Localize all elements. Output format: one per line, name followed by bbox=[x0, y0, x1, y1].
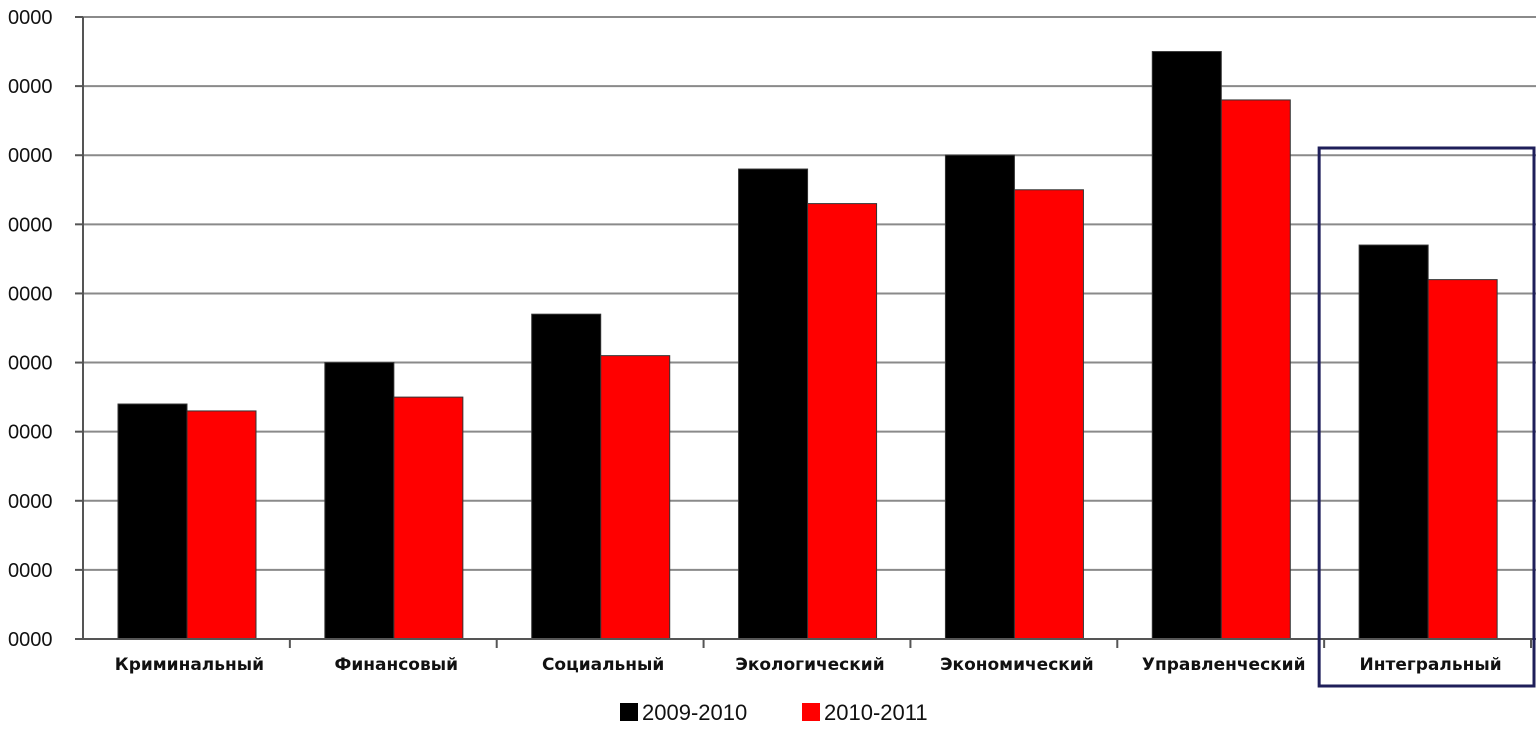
y-tick-label: 0000 bbox=[8, 422, 53, 444]
bar-2009-2010-5 bbox=[945, 155, 1014, 639]
y-tick-label: 0000 bbox=[8, 214, 53, 236]
legend: 2009-2010 2010-2011 bbox=[620, 700, 928, 725]
y-tick-label: 0000 bbox=[8, 353, 53, 375]
y-tick-label: 0000 bbox=[8, 629, 53, 651]
bar-2009-2010-6 bbox=[1152, 52, 1221, 639]
bar-2010-2011-4 bbox=[808, 204, 877, 639]
x-tick-label: Управленческий bbox=[1142, 655, 1306, 675]
bar-2009-2010-3 bbox=[532, 314, 601, 639]
x-tick-label: Социальный bbox=[542, 655, 664, 675]
y-tick-label: 0000 bbox=[8, 145, 53, 167]
bar-2010-2011-1 bbox=[187, 411, 256, 639]
bar-2010-2011-7 bbox=[1428, 280, 1497, 639]
y-axis-ticks: 0000 0000 0000 0000 0000 0000 0000 0000 0000 0000 bbox=[8, 7, 53, 651]
bar-2010-2011-3 bbox=[601, 356, 670, 639]
bar-2009-2010-4 bbox=[739, 169, 808, 639]
y-tick-label: 0000 bbox=[8, 7, 53, 29]
x-tick-label: Экологический bbox=[735, 655, 884, 675]
y-tick-label: 0000 bbox=[8, 491, 53, 513]
legend-swatch bbox=[802, 703, 820, 721]
x-tick-label: Экономический bbox=[940, 655, 1094, 675]
bar-2009-2010-7 bbox=[1359, 245, 1428, 639]
legend-label: 2009-2010 bbox=[642, 700, 747, 725]
bar-2010-2011-5 bbox=[1014, 190, 1083, 639]
bar-2009-2010-1 bbox=[118, 404, 187, 639]
x-tick-label: Криминальный bbox=[115, 655, 264, 675]
legend-label: 2010-2011 bbox=[824, 700, 928, 725]
bar-2010-2011-6 bbox=[1221, 100, 1290, 639]
bar-2009-2010-2 bbox=[325, 363, 394, 639]
x-tick-label: Интегральный bbox=[1360, 655, 1502, 675]
y-tick-label: 0000 bbox=[8, 283, 53, 305]
legend-swatch bbox=[620, 703, 638, 721]
bars bbox=[118, 52, 1497, 639]
y-tick-label: 0000 bbox=[8, 76, 53, 98]
y-tick-label: 0000 bbox=[8, 560, 53, 582]
bar-2010-2011-2 bbox=[394, 397, 463, 639]
x-tick-label: Финансовый bbox=[335, 655, 459, 675]
x-axis-labels: Криминальный Финансовый Социальный Экологич… bbox=[115, 655, 1502, 675]
